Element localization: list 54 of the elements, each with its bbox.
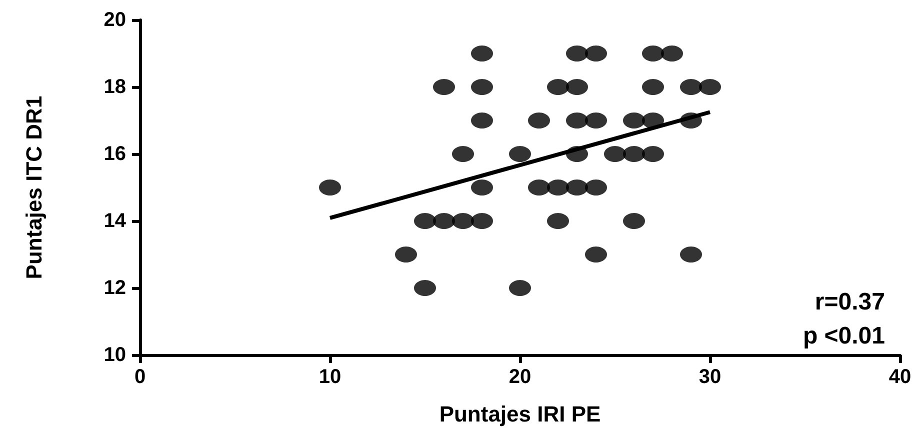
point: [566, 46, 588, 62]
annotation: p <0.01: [802, 322, 886, 350]
point: [509, 146, 531, 162]
point: [680, 246, 702, 262]
point: [395, 246, 417, 262]
y-tick-label: 10: [104, 344, 126, 366]
point: [471, 180, 493, 196]
point: [452, 146, 474, 162]
x-tick-label: 0: [134, 366, 146, 388]
x-tick-label: 10: [318, 366, 342, 388]
point: [547, 213, 569, 229]
point: [623, 213, 645, 229]
point: [414, 213, 436, 229]
y-tick-label: 20: [104, 9, 126, 31]
point: [680, 79, 702, 95]
point: [471, 112, 493, 128]
point: [547, 180, 569, 196]
y-tick-label: 14: [104, 210, 127, 232]
point: [585, 180, 607, 196]
point: [623, 112, 645, 128]
point: [471, 46, 493, 62]
point: [661, 46, 683, 62]
point: [585, 246, 607, 262]
point: [642, 146, 664, 162]
point: [433, 213, 455, 229]
point: [319, 180, 341, 196]
point: [699, 79, 721, 95]
point: [452, 213, 474, 229]
point: [547, 79, 569, 95]
y-tick-label: 16: [104, 143, 126, 165]
x-tick-label: 20: [508, 366, 532, 388]
x-axis-title: Puntajes IRI PE: [439, 402, 601, 426]
x-tick-label: 30: [698, 366, 722, 388]
point: [642, 79, 664, 95]
y-tick-label: 12: [104, 277, 126, 299]
point: [433, 79, 455, 95]
point: [471, 79, 493, 95]
point: [566, 180, 588, 196]
point: [623, 146, 645, 162]
point: [604, 146, 626, 162]
point: [528, 112, 550, 128]
point: [528, 180, 550, 196]
point: [509, 280, 531, 296]
x-tick-label: 40: [888, 366, 912, 388]
point: [585, 112, 607, 128]
point: [471, 213, 493, 229]
point: [642, 46, 664, 62]
point: [566, 112, 588, 128]
point: [585, 46, 607, 62]
y-tick-label: 18: [104, 76, 126, 98]
point: [566, 79, 588, 95]
point: [414, 280, 436, 296]
y-axis-title: Puntajes ITC DR1: [22, 96, 46, 280]
annotation: r=0.37: [814, 288, 886, 316]
